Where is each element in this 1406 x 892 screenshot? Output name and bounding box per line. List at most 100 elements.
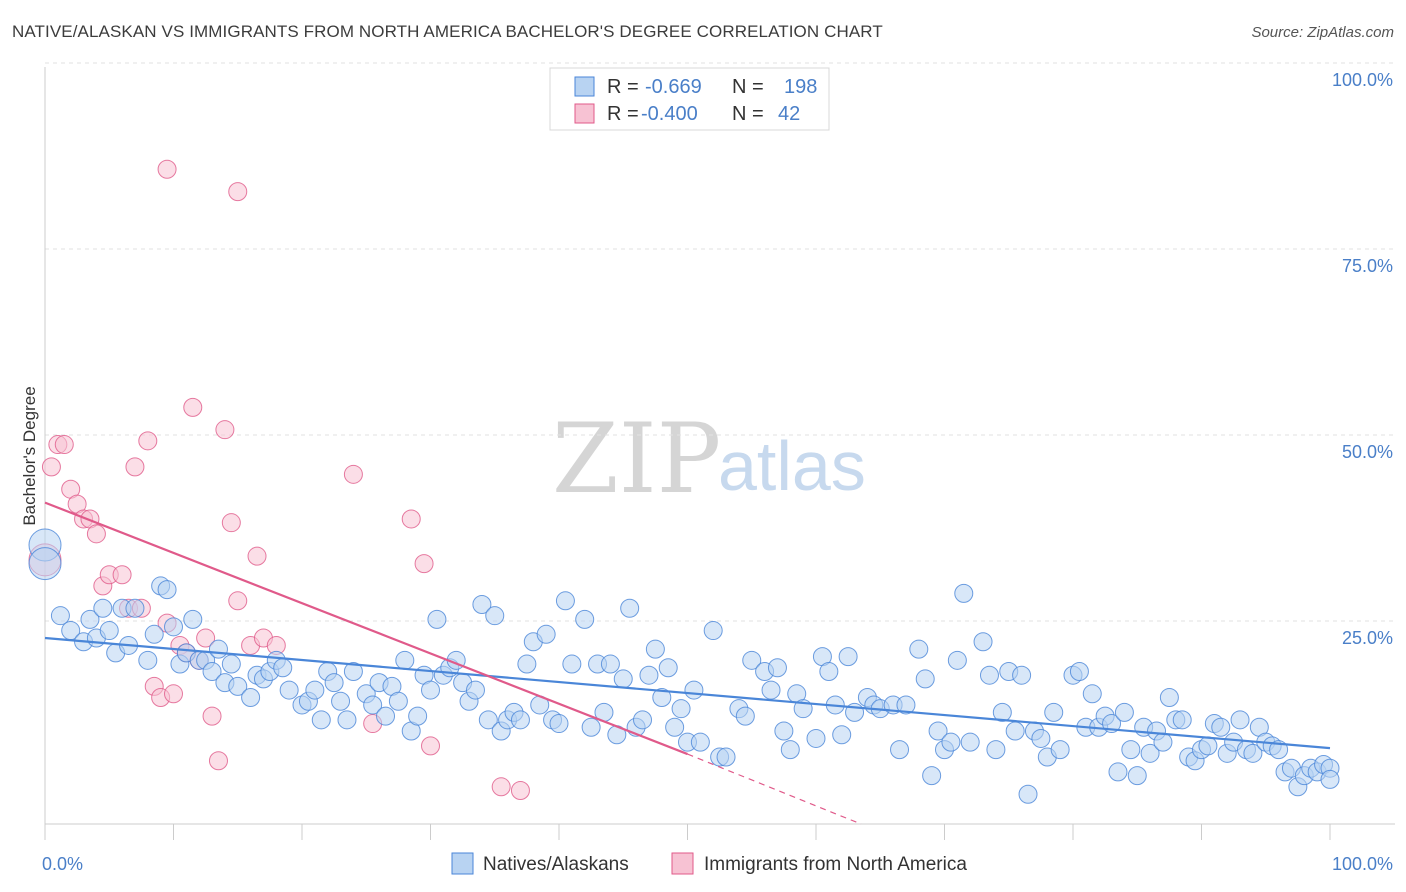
blue-point xyxy=(684,680,704,700)
pink-point xyxy=(228,591,248,611)
blue-point xyxy=(1172,710,1192,730)
blue-point xyxy=(806,728,826,748)
blue-point xyxy=(99,621,119,641)
blue-point xyxy=(273,658,293,678)
legend-n-value-2: 42 xyxy=(778,103,800,125)
pink-point xyxy=(196,628,216,648)
blue-point xyxy=(279,680,299,700)
blue-point xyxy=(1005,721,1025,741)
blue-point xyxy=(600,654,620,674)
blue-point xyxy=(549,714,569,734)
blue-point xyxy=(742,650,762,670)
blue-point xyxy=(1211,717,1231,737)
blue-series-points xyxy=(28,528,1340,804)
legend-r-value-1: -0.669 xyxy=(645,76,702,98)
blue-point xyxy=(671,699,691,719)
blue-point xyxy=(1230,710,1250,730)
bottom-legend-label-natives: Natives/Alaskans xyxy=(483,854,629,875)
blue-trend-line xyxy=(44,636,1331,750)
blue-point xyxy=(388,691,408,711)
pink-point xyxy=(221,513,241,533)
pink-point xyxy=(86,524,106,544)
blue-point xyxy=(890,740,910,760)
pink-point xyxy=(510,781,530,801)
watermark-atlas: atlas xyxy=(718,427,866,505)
blue-point xyxy=(408,706,428,726)
pink-point xyxy=(421,736,440,756)
blue-point xyxy=(819,661,839,681)
blue-point xyxy=(1108,762,1128,782)
blue-point xyxy=(472,595,492,615)
blue-point xyxy=(144,624,164,644)
legend-n-label-1: N = xyxy=(732,76,764,98)
legend-r-value-2: -0.400 xyxy=(641,103,698,125)
blue-point xyxy=(395,650,415,670)
blue-point xyxy=(896,695,916,715)
bottom-legend-label-immigrants: Immigrants from North America xyxy=(704,854,967,875)
legend-n-value-1: 198 xyxy=(784,76,817,98)
chart-title: NATIVE/ALASKAN VS IMMIGRANTS FROM NORTH … xyxy=(12,22,883,41)
pink-trend-line xyxy=(44,501,688,756)
blue-point xyxy=(50,606,70,626)
x-tick-label-max: 100.0% xyxy=(1332,854,1393,874)
blue-point xyxy=(928,721,948,741)
blue-point xyxy=(716,747,736,767)
trend-lines xyxy=(44,501,1331,825)
pink-point xyxy=(157,159,177,179)
blue-point xyxy=(427,609,447,629)
blue-point xyxy=(575,609,595,629)
pink-point xyxy=(112,565,132,585)
blue-point xyxy=(311,710,331,730)
blue-point xyxy=(941,732,961,752)
blue-point xyxy=(510,710,530,730)
pink-point xyxy=(414,554,434,574)
y-tick-label: 25.0% xyxy=(1342,628,1393,648)
blue-point xyxy=(221,654,241,674)
blue-point xyxy=(1153,732,1173,752)
blue-point xyxy=(208,639,228,659)
blue-point xyxy=(1198,736,1218,756)
blue-point xyxy=(947,650,967,670)
blue-point xyxy=(1044,702,1064,722)
blue-point xyxy=(241,688,261,708)
bottom-legend-swatch-pink xyxy=(671,852,694,875)
blue-point xyxy=(1320,769,1340,789)
blue-point xyxy=(478,710,498,730)
blue-point xyxy=(909,639,929,659)
blue-point xyxy=(838,647,858,667)
blue-point xyxy=(1082,684,1102,704)
blue-point xyxy=(690,732,710,752)
blue-point xyxy=(465,680,485,700)
pink-point xyxy=(54,435,74,455)
blue-point xyxy=(960,732,980,752)
blue-point xyxy=(1121,740,1141,760)
blue-point xyxy=(183,609,203,629)
blue-point xyxy=(93,598,113,618)
pink-point xyxy=(491,777,511,797)
pink-trend-extension xyxy=(687,753,862,825)
blue-point xyxy=(652,688,672,708)
blue-point xyxy=(331,691,351,711)
pink-point xyxy=(208,751,228,771)
legend-swatch-blue xyxy=(574,76,595,97)
blue-point xyxy=(832,725,852,745)
blue-point xyxy=(979,665,999,685)
blue-point xyxy=(703,621,723,641)
pink-point xyxy=(202,706,222,726)
watermark-zip: ZIP xyxy=(552,403,721,515)
blue-point xyxy=(973,632,993,652)
pink-point xyxy=(183,397,203,417)
tick-labels: 25.0% 50.0% 75.0% 100.0% 0.0% 100.0% xyxy=(42,70,1393,874)
blue-point xyxy=(28,547,62,581)
blue-point xyxy=(915,669,935,689)
blue-point xyxy=(125,598,145,618)
blue-point xyxy=(337,710,357,730)
axes xyxy=(44,67,1395,840)
blue-point xyxy=(421,680,440,700)
blue-point xyxy=(1069,661,1089,681)
y-tick-label: 75.0% xyxy=(1342,256,1393,276)
blue-point xyxy=(613,669,633,689)
pink-point xyxy=(164,684,183,704)
blue-point xyxy=(665,717,685,737)
